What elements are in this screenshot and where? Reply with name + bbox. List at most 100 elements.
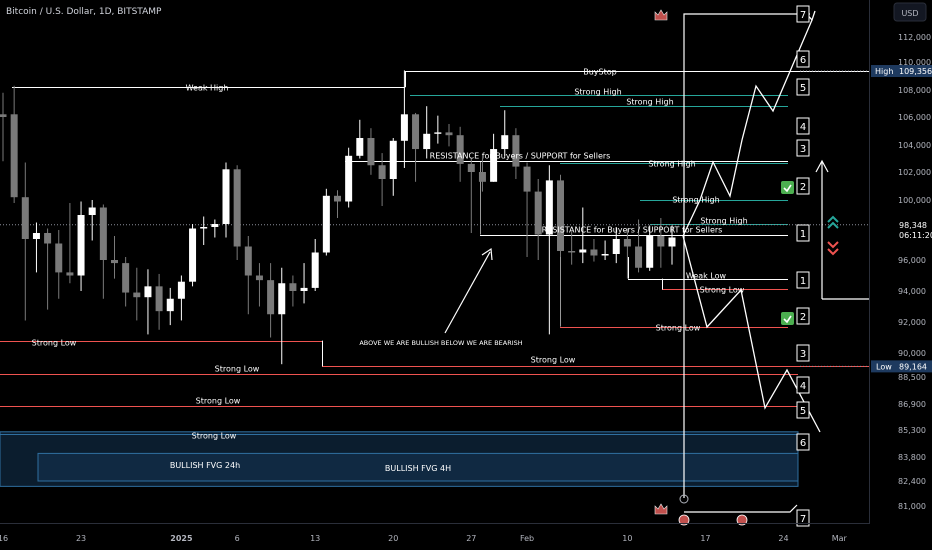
strong-high-4-label: Strong High: [672, 196, 719, 205]
candle: [400, 70, 408, 168]
bull-wave-box: [796, 139, 810, 157]
candle: [111, 236, 118, 279]
low-tag: Low: [876, 362, 892, 371]
bear-wave-box: [796, 401, 810, 419]
time-tick-label: 10: [622, 534, 632, 543]
bearish-bracket: [684, 504, 798, 513]
strong-low-3-label: Strong Low: [531, 356, 576, 365]
time-tick-label: 2025: [170, 534, 193, 543]
candle: [389, 138, 397, 196]
candle: [222, 162, 230, 238]
candle-body: [10, 114, 18, 198]
bull-wave-box: [796, 50, 810, 68]
candle: [668, 225, 676, 265]
bull-wave-label: 4: [800, 122, 806, 133]
strong-high-2-label: Strong High: [626, 98, 673, 107]
current-price-countdown: 06:11:20: [899, 231, 932, 240]
candle: [289, 275, 297, 307]
candle-body: [478, 172, 486, 182]
candle: [55, 230, 63, 299]
price-tick-label: 104,000: [898, 141, 931, 150]
candle: [378, 153, 386, 206]
candle: [300, 263, 308, 304]
candle: [267, 263, 275, 338]
bear-wave-box: [796, 376, 810, 394]
bull-wave-box: [796, 177, 810, 195]
candle: [334, 190, 341, 218]
price-tick-label: 106,000: [898, 113, 931, 122]
candle-body: [222, 169, 230, 224]
candle-body: [601, 254, 609, 256]
candle-body: [423, 133, 431, 150]
candle-body: [534, 191, 542, 235]
candle: [322, 188, 330, 256]
candle-body: [512, 135, 520, 167]
candle: [635, 219, 643, 273]
candle: [244, 236, 252, 315]
candle-body: [211, 224, 219, 227]
candle-body: [0, 114, 7, 117]
candle: [512, 128, 520, 179]
candle: [77, 201, 85, 291]
candle-body: [144, 286, 152, 298]
price-tick-label: 81,000: [898, 502, 926, 511]
candle-body: [590, 249, 598, 256]
bull-wave-label: 6: [800, 55, 806, 66]
bias-note: ABOVE WE ARE BULLISH BELOW WE ARE BEARIS…: [359, 339, 522, 347]
bear-wave-box: [796, 307, 810, 325]
candle-body: [300, 287, 308, 291]
candle-body: [635, 246, 643, 268]
candle-body: [523, 166, 531, 192]
strong-low-4-label: Strong Low: [32, 339, 77, 348]
candle-body: [334, 195, 341, 202]
bear-wave-box: [796, 271, 810, 289]
candle-body: [177, 281, 185, 299]
candle: [32, 222, 40, 273]
candle-body: [400, 114, 408, 141]
currency-box[interactable]: [893, 2, 927, 22]
candle-body: [356, 138, 364, 156]
candle-body: [612, 239, 620, 254]
candle: [612, 227, 620, 264]
strong-low-1-label: Strong Low: [700, 286, 745, 295]
candle: [66, 203, 74, 284]
price-tick-label: 88,500: [898, 373, 926, 382]
bear-wave-label: 5: [800, 406, 806, 417]
candle: [122, 257, 130, 307]
candle: [88, 200, 96, 241]
chevron-down-icon: [827, 248, 839, 256]
bullish-bracket: [683, 13, 810, 498]
price-tick-label: 108,000: [898, 86, 931, 95]
fvg-4h-label: BULLISH FVG 4H: [385, 464, 451, 473]
event-icon: [736, 514, 748, 526]
high-tag: High: [875, 67, 893, 76]
price-tick-label: 100,000: [898, 196, 931, 205]
candle: [177, 275, 185, 321]
candle: [557, 174, 564, 257]
candle: [467, 158, 475, 233]
candle: [211, 219, 219, 238]
candle: [434, 115, 442, 144]
candle-body: [111, 260, 118, 264]
bull-wave-label: 5: [800, 83, 806, 94]
chevron-down-icon: [827, 241, 839, 249]
strong-high-1-label: Strong High: [574, 88, 621, 97]
candle: [311, 239, 319, 291]
candle: [278, 267, 286, 365]
weak-high-label: Weak High: [186, 84, 229, 93]
price-tick-label: 83,800: [898, 453, 926, 462]
candle: [21, 162, 29, 321]
high-tag-bg: [871, 65, 894, 78]
candle-body: [66, 272, 74, 276]
price-tick-label: 92,000: [898, 318, 926, 327]
bear-wave-box: [796, 344, 810, 362]
candle-body: [646, 236, 654, 268]
price-axis[interactable]: [870, 0, 932, 523]
time-tick-label: 27: [466, 534, 476, 543]
candle-body: [233, 169, 241, 247]
candle-body: [44, 233, 52, 244]
bull-wave-label: 3: [800, 144, 806, 155]
candle: [623, 228, 631, 279]
bull-wave-label: 7: [800, 10, 806, 21]
bull-wave-label: 2: [800, 182, 806, 193]
